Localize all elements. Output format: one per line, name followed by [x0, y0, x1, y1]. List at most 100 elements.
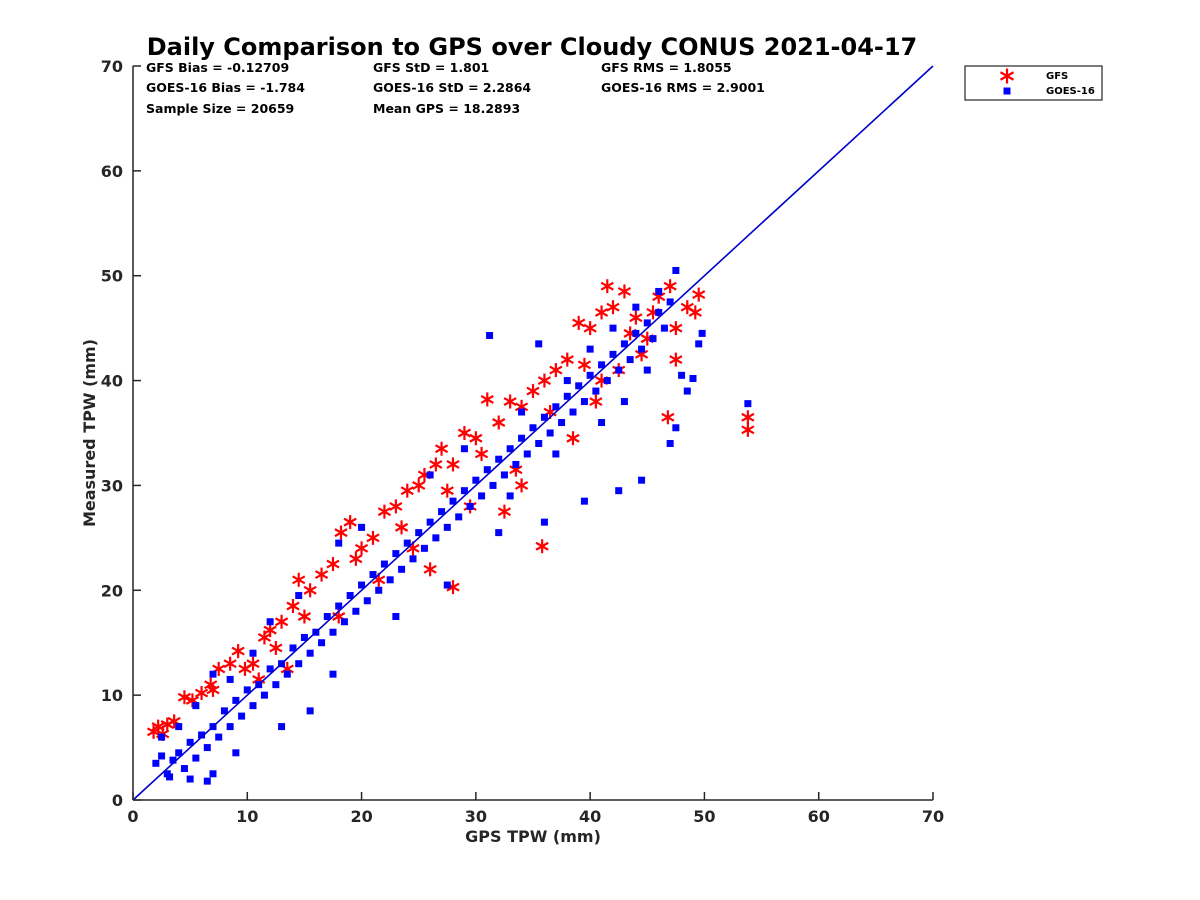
data-point-gfs-36: [492, 415, 506, 430]
data-point-goes16-135: [643, 366, 651, 374]
x-tick-label-7: 70: [922, 807, 944, 826]
data-point-goes16-128: [460, 445, 468, 453]
data-point-gfs-61: [238, 661, 252, 676]
data-point-goes16-103: [672, 424, 680, 432]
data-point-goes16-42: [392, 550, 400, 558]
data-point-goes16-46: [415, 529, 423, 537]
data-point-goes16-63: [512, 460, 520, 468]
data-point-gfs-20: [326, 557, 340, 572]
data-point-goes16-56: [472, 476, 480, 484]
data-point-goes16-52: [449, 497, 457, 505]
data-point-goes16-9: [203, 744, 211, 752]
data-point-gfs-23: [354, 541, 369, 556]
data-point-goes16-55: [466, 502, 474, 510]
data-point-gfs-16: [286, 599, 300, 614]
data-point-gfs-41: [537, 373, 552, 388]
data-point-goes16-93: [683, 387, 691, 395]
data-point-goes16-85: [638, 345, 646, 353]
data-point-goes16-108: [392, 613, 400, 620]
data-point-goes16-133: [632, 303, 640, 311]
data-point-goes16-125: [358, 523, 366, 531]
data-point-goes16-59: [489, 481, 497, 489]
data-point-gfs-54: [669, 321, 683, 336]
data-point-goes16-129: [518, 408, 526, 416]
data-point-goes16-89: [660, 324, 668, 332]
data-point-goes16-73: [569, 408, 577, 416]
data-point-gfs-44: [572, 315, 586, 330]
data-point-goes16-37: [363, 597, 371, 605]
data-point-goes16-8: [198, 731, 206, 739]
data-point-gfs-17: [292, 572, 306, 587]
data-point-goes16-38: [369, 571, 377, 579]
data-point-gfs-84: [514, 478, 529, 493]
x-tick-label-5: 50: [693, 807, 715, 826]
data-point-goes16-36: [358, 581, 366, 589]
data-point-gfs-31: [434, 441, 449, 456]
data-point-gfs-19: [314, 567, 329, 582]
data-point-goes16-79: [603, 377, 611, 385]
data-point-goes16-138: [552, 450, 560, 458]
data-point-gfs-24: [366, 530, 380, 545]
legend-marker-goes16: [1003, 87, 1011, 95]
data-point-goes16-68: [540, 413, 548, 421]
data-point-gfs-25: [377, 504, 392, 519]
stat-sample-size: Sample Size = 20659: [146, 101, 294, 116]
data-point-gfs-14: [263, 623, 277, 638]
stats-block: GFS Bias = -0.12709 GFS StD = 1.801 GFS …: [146, 60, 765, 116]
data-point-goes16-137: [598, 419, 606, 427]
data-point-gfs-67: [474, 446, 489, 461]
y-tick-label-3: 30: [101, 476, 123, 495]
data-point-goes16-119: [249, 649, 257, 657]
data-point-gfs-11: [231, 644, 245, 659]
data-point-goes16-66: [529, 424, 537, 432]
data-point-gfs-60: [206, 682, 220, 697]
data-point-goes16-53: [455, 513, 463, 521]
y-tick-label-4: 40: [101, 372, 123, 391]
x-tick-label-3: 30: [465, 807, 487, 826]
data-point-goes16-131: [586, 345, 594, 353]
data-point-goes16-114: [203, 777, 211, 785]
data-point-goes16-83: [626, 356, 634, 364]
data-point-goes16-91: [672, 266, 680, 274]
data-point-goes16-80: [609, 350, 617, 358]
data-point-gfs-35: [480, 392, 494, 407]
data-point-goes16-0: [152, 759, 160, 767]
stat-gfs-std: GFS StD = 1.801: [373, 60, 489, 75]
data-point-gfs-81: [589, 394, 603, 409]
data-point-goes16-44: [403, 539, 411, 547]
data-point-goes16-124: [158, 733, 166, 741]
data-point-goes16-7: [192, 754, 200, 762]
data-point-goes16-12: [220, 707, 228, 715]
data-point-gfs-47: [600, 279, 614, 294]
data-point-gfs-45: [583, 321, 597, 336]
legend-label-goes16: GOES-16: [1046, 86, 1095, 97]
data-point-goes16-39: [375, 586, 383, 594]
data-point-goes16-41: [386, 576, 394, 584]
data-point-goes16-48: [426, 518, 434, 526]
data-point-gfs-59: [741, 422, 755, 437]
data-point-goes16-27: [306, 649, 314, 657]
data-point-goes16-77: [592, 387, 600, 395]
data-point-goes16-117: [266, 618, 274, 626]
x-tick-label-2: 20: [350, 807, 372, 826]
data-point-goes16-13: [226, 723, 234, 731]
data-point-goes16-50: [438, 508, 446, 516]
data-point-gfs-37: [503, 394, 517, 409]
x-tick-label-6: 60: [808, 807, 830, 826]
data-point-gfs-28: [412, 478, 426, 493]
series-goes16: [152, 266, 752, 785]
data-point-goes16-71: [558, 419, 566, 427]
stat-goes-bias: GOES-16 Bias = -1.784: [146, 80, 305, 95]
data-point-goes16-54: [460, 487, 468, 495]
stat-gfs-bias: GFS Bias = -0.12709: [146, 60, 289, 75]
data-point-goes16-15: [238, 712, 246, 720]
data-point-goes16-51: [443, 523, 451, 531]
data-point-goes16-16: [243, 686, 251, 694]
data-point-goes16-81: [615, 366, 623, 374]
data-point-goes16-98: [535, 340, 543, 348]
data-point-goes16-120: [209, 670, 217, 678]
data-point-goes16-86: [643, 319, 651, 327]
axes: [132, 66, 933, 801]
data-point-gfs-58: [741, 410, 755, 425]
data-point-goes16-45: [409, 555, 417, 563]
